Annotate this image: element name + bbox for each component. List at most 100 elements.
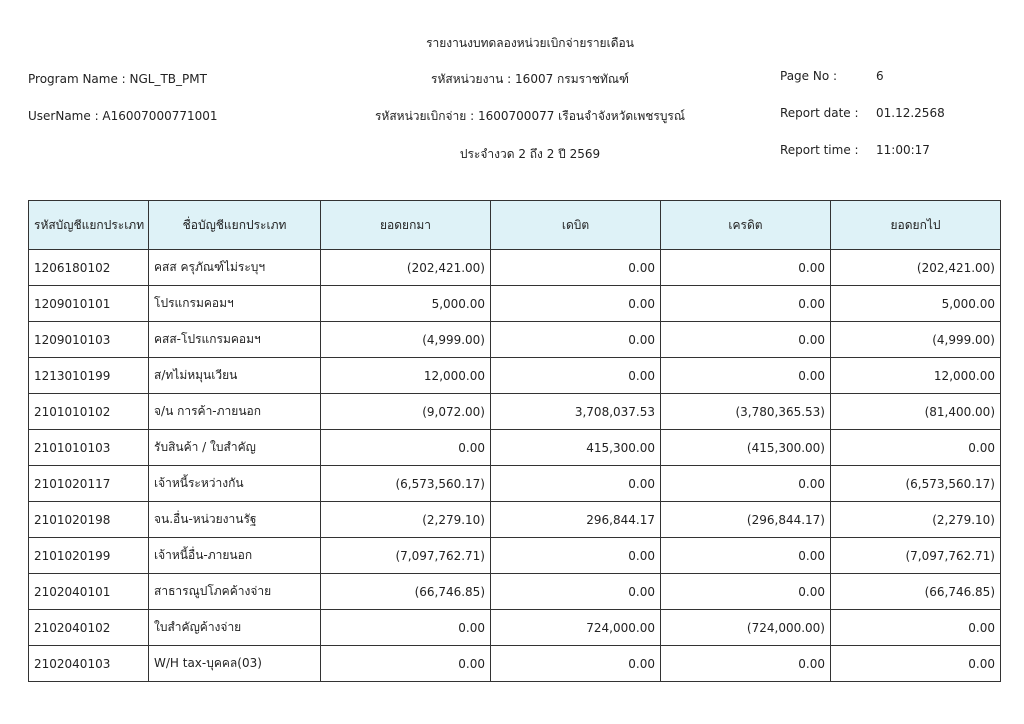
amount-cell: 0.00 bbox=[490, 249, 661, 286]
amount-cell: 12,000.00 bbox=[320, 357, 491, 394]
amount-cell: (7,097,762.71) bbox=[320, 537, 491, 574]
amount-cell: (7,097,762.71) bbox=[830, 537, 1001, 574]
amount-cell: 0.00 bbox=[660, 285, 831, 322]
amount-cell: 5,000.00 bbox=[320, 285, 491, 322]
date-value: 01.12.2568 bbox=[876, 106, 945, 120]
amount-cell: (4,999.00) bbox=[830, 321, 1001, 358]
table-row: 2102040101 สาธารณูปโภคค้างจ่าย (66,746.85)… bbox=[28, 573, 1001, 610]
amount-cell: (202,421.00) bbox=[320, 249, 491, 286]
amount-cell: 0.00 bbox=[490, 321, 661, 358]
table-row: 2101010102 จ/น การค้า-ภายนอก (9,072.00) 3,7… bbox=[28, 393, 1001, 430]
amount-cell: 0.00 bbox=[490, 357, 661, 394]
text-cell: W/H tax-บุคคล(03) bbox=[148, 645, 321, 682]
table-row: 2102040102 ใบสำคัญค้างจ่าย 0.00 724,000.00(… bbox=[28, 609, 1001, 646]
amount-cell: (66,746.85) bbox=[830, 573, 1001, 610]
disbursement-unit: รหัสหน่วยเบิกจ่าย : 1600700077 เรือนจำจั… bbox=[374, 109, 686, 123]
text-cell: 2102040102 bbox=[28, 609, 149, 646]
amount-cell: 12,000.00 bbox=[830, 357, 1001, 394]
text-cell: 2101020117 bbox=[28, 465, 149, 502]
amount-cell: 415,300.00 bbox=[490, 429, 661, 466]
table-row: 1213010199 ส/ทไม่หมุนเวียน 12,000.00 0.00 0.… bbox=[28, 357, 1001, 394]
amount-cell: 0.00 bbox=[660, 465, 831, 502]
amount-cell: 0.00 bbox=[320, 609, 491, 646]
amount-cell: (415,300.00) bbox=[660, 429, 831, 466]
table-row: 2101010103 รับสินค้า / ใบสำคัญ 0.00 415,300… bbox=[28, 429, 1001, 466]
text-cell: 1206180102 bbox=[28, 249, 149, 286]
amount-cell: 0.00 bbox=[490, 573, 661, 610]
amount-cell: 0.00 bbox=[830, 429, 1001, 466]
amount-cell: 3,708,037.53 bbox=[490, 393, 661, 430]
text-cell: 2101010102 bbox=[28, 393, 149, 430]
page-label: Page No : bbox=[780, 69, 838, 83]
amount-cell: 0.00 bbox=[320, 429, 491, 466]
table-row: 2101020198 จน.อื่น-หน่วยงานรัฐ (2,279.10) 2… bbox=[28, 501, 1001, 538]
page-value: 6 bbox=[876, 69, 884, 83]
amount-cell: 0.00 bbox=[660, 357, 831, 394]
amount-cell: 5,000.00 bbox=[830, 285, 1001, 322]
text-cell: คสส-โปรแกรมคอมฯ bbox=[148, 321, 321, 358]
amount-cell: (3,780,365.53) bbox=[660, 393, 831, 430]
text-cell: ใบสำคัญค้างจ่าย bbox=[148, 609, 321, 646]
table-row: 1206180102 คสส ครุภัณฑ์ไม่ระบุฯ (202,421.0… bbox=[28, 249, 1001, 286]
amount-cell: 724,000.00 bbox=[490, 609, 661, 646]
text-cell: 1213010199 bbox=[28, 357, 149, 394]
text-cell: สาธารณูปโภคค้างจ่าย bbox=[148, 573, 321, 610]
table-row: 1209010101 โปรแกรมคอมฯ 5,000.00 0.00 0.00 5,0… bbox=[28, 285, 1001, 322]
period: ประจำงวด 2 ถึง 2 ปี 2569 bbox=[459, 147, 601, 161]
time-label: Report time : bbox=[780, 143, 859, 157]
amount-cell: (9,072.00) bbox=[320, 393, 491, 430]
amount-cell: (81,400.00) bbox=[830, 393, 1001, 430]
agency: รหัสหน่วยงาน : 16007 กรมราชทัณฑ์ bbox=[431, 72, 629, 86]
amount-cell: (4,999.00) bbox=[320, 321, 491, 358]
column-header: เดบิต bbox=[490, 200, 661, 250]
table-row: 1209010103 คสส-โปรแกรมคอมฯ (4,999.00) 0.00 0… bbox=[28, 321, 1001, 358]
table-row: 2101020117 เจ้าหนี้ระหว่างกัน (6,573,560.1… bbox=[28, 465, 1001, 502]
text-cell: คสส ครุภัณฑ์ไม่ระบุฯ bbox=[148, 249, 321, 286]
table-row: 2101020199 เจ้าหนี้อื่น-ภายนอก (7,097,762.… bbox=[28, 537, 1001, 574]
report-title: รายงานงบทดลองหน่วยเบิกจ่ายรายเดือน bbox=[426, 36, 634, 50]
text-cell: 2101020199 bbox=[28, 537, 149, 574]
table-row: 2102040103 W/H tax-บุคคล(03) 0.00 0.00 0.00 0… bbox=[28, 645, 1001, 682]
amount-cell: (66,746.85) bbox=[320, 573, 491, 610]
amount-cell: (6,573,560.17) bbox=[830, 465, 1001, 502]
amount-cell: 0.00 bbox=[490, 537, 661, 574]
column-header: ชื่อบัญชีแยกประเภท bbox=[148, 200, 321, 250]
amount-cell: 0.00 bbox=[660, 645, 831, 682]
text-cell: 1209010103 bbox=[28, 321, 149, 358]
column-header: ยอดยกมา bbox=[320, 200, 491, 250]
text-cell: จ/น การค้า-ภายนอก bbox=[148, 393, 321, 430]
amount-cell: 296,844.17 bbox=[490, 501, 661, 538]
amount-cell: 0.00 bbox=[490, 285, 661, 322]
amount-cell: 0.00 bbox=[490, 465, 661, 502]
text-cell: 2102040103 bbox=[28, 645, 149, 682]
amount-cell: 0.00 bbox=[830, 609, 1001, 646]
column-header: ยอดยกไป bbox=[830, 200, 1001, 250]
amount-cell: (2,279.10) bbox=[320, 501, 491, 538]
amount-cell: (296,844.17) bbox=[660, 501, 831, 538]
date-label: Report date : bbox=[780, 106, 859, 120]
text-cell: เจ้าหนี้อื่น-ภายนอก bbox=[148, 537, 321, 574]
text-cell: โปรแกรมคอมฯ bbox=[148, 285, 321, 322]
amount-cell: (724,000.00) bbox=[660, 609, 831, 646]
text-cell: ส/ทไม่หมุนเวียน bbox=[148, 357, 321, 394]
amount-cell: 0.00 bbox=[320, 645, 491, 682]
column-header: รหัสบัญชีแยกประเภท bbox=[28, 200, 149, 250]
text-cell: รับสินค้า / ใบสำคัญ bbox=[148, 429, 321, 466]
amount-cell: 0.00 bbox=[660, 321, 831, 358]
time-value: 11:00:17 bbox=[876, 143, 930, 157]
amount-cell: 0.00 bbox=[660, 249, 831, 286]
amount-cell: 0.00 bbox=[660, 537, 831, 574]
text-cell: 2101020198 bbox=[28, 501, 149, 538]
header-row: รหัสบัญชีแยกประเภท ชื่อบัญชีแยกประเภท ยอดย… bbox=[28, 200, 1001, 250]
username: UserName : A16007000771001 bbox=[28, 109, 218, 123]
text-cell: 1209010101 bbox=[28, 285, 149, 322]
text-cell: เจ้าหนี้ระหว่างกัน bbox=[148, 465, 321, 502]
amount-cell: 0.00 bbox=[830, 645, 1001, 682]
text-cell: 2102040101 bbox=[28, 573, 149, 610]
amount-cell: 0.00 bbox=[660, 573, 831, 610]
trial-balance-table: รหัสบัญชีแยกประเภท ชื่อบัญชีแยกประเภท ยอดย… bbox=[28, 200, 1001, 682]
text-cell: จน.อื่น-หน่วยงานรัฐ bbox=[148, 501, 321, 538]
amount-cell: (6,573,560.17) bbox=[320, 465, 491, 502]
amount-cell: 0.00 bbox=[490, 645, 661, 682]
